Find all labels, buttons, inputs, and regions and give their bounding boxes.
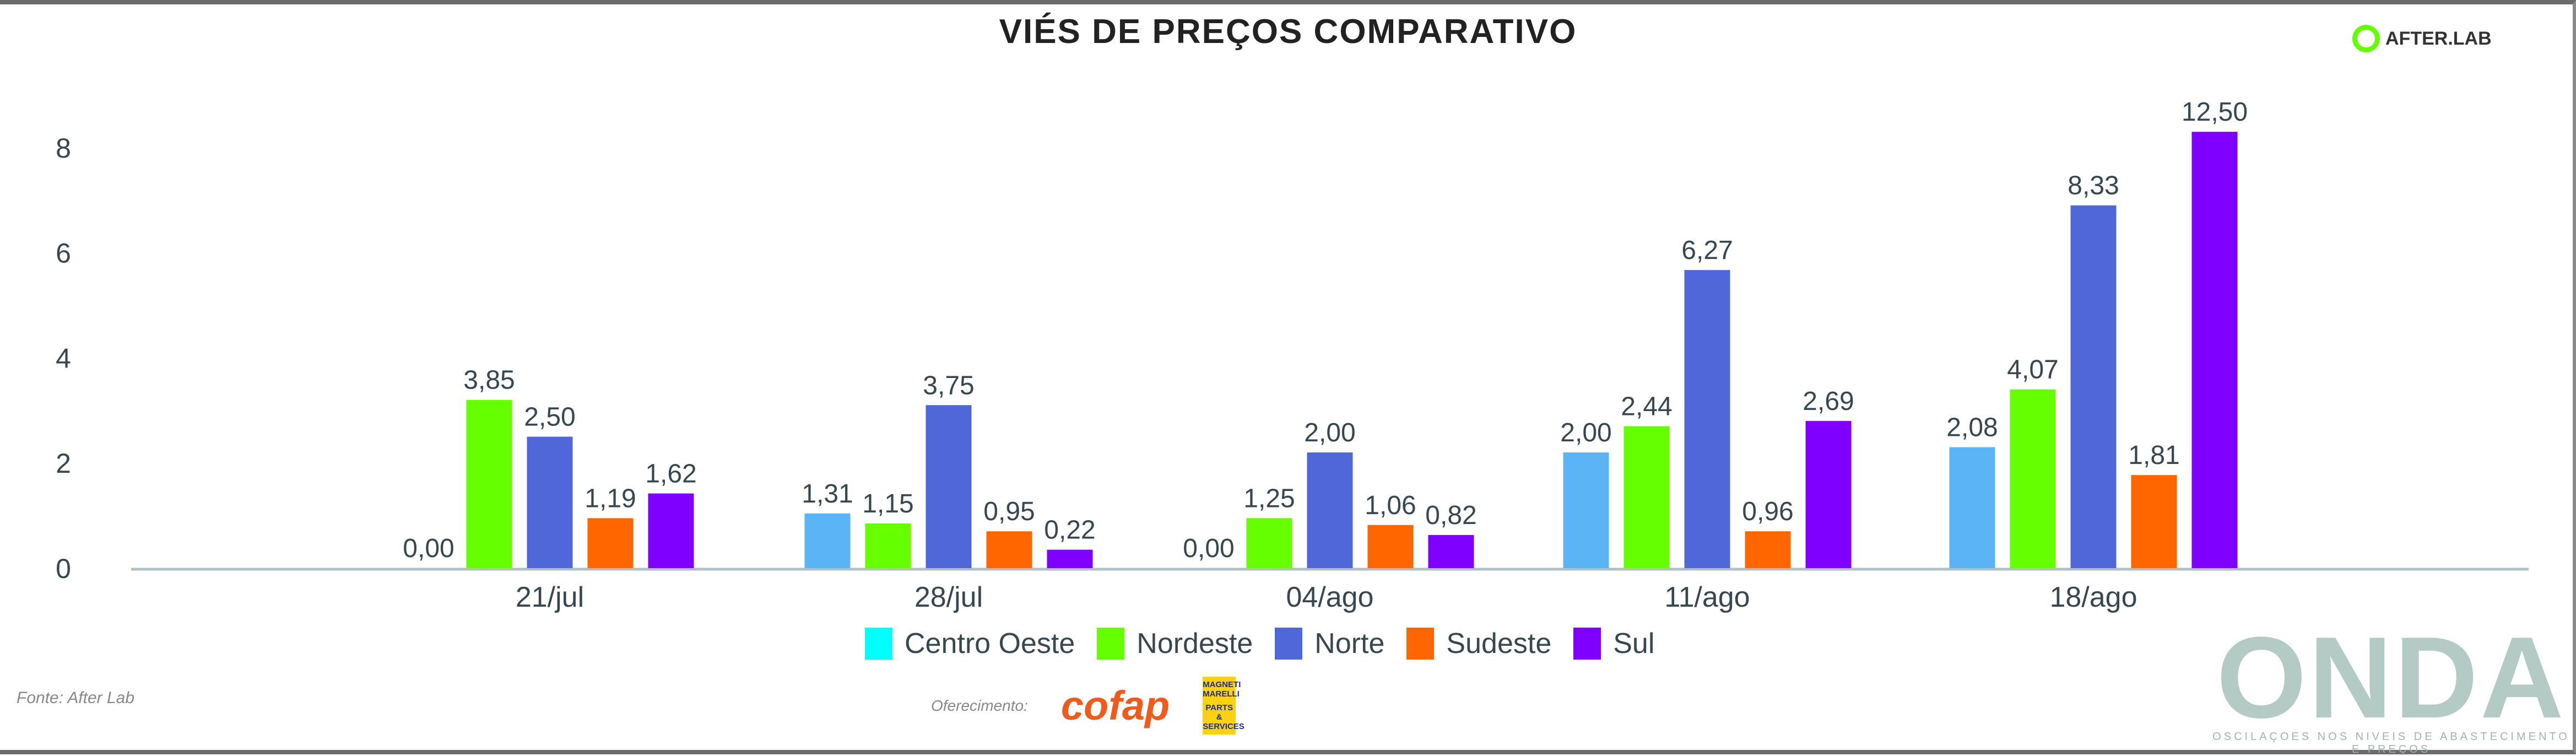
y-tick-label: 4 <box>56 343 71 374</box>
bar-centro-oeste <box>804 513 851 568</box>
legend-label: Sudeste <box>1446 628 1552 660</box>
bar-sul <box>648 493 694 568</box>
data-label: 1,31 <box>802 479 853 509</box>
bar-sudeste <box>2131 475 2177 568</box>
bar-sudeste <box>1367 525 1414 568</box>
data-label: 1,81 <box>2128 441 2179 470</box>
x-tick-label: 11/ago <box>1664 581 1750 613</box>
bar-norte <box>2070 205 2117 568</box>
data-label: 1,25 <box>1243 484 1295 513</box>
bar-nordeste <box>1246 518 1292 568</box>
legend-item: Norte <box>1275 627 1384 660</box>
x-tick-label: 04/ago <box>1286 581 1373 613</box>
magneti-top: MAGNETI MARELLI <box>1203 680 1241 699</box>
cofap-logo: cofap <box>1060 683 1170 728</box>
chart-legend: Centro Oeste Nordeste Norte Sudeste Sul <box>865 627 1676 660</box>
data-label: 6,27 <box>1681 236 1733 265</box>
legend-swatch <box>1406 628 1435 660</box>
onda-logo: ONDA OSCILAÇOES NOS NIVEIS DE ABASTECIME… <box>2206 613 2576 756</box>
y-tick-label: 0 <box>56 553 71 584</box>
data-label: 1,19 <box>585 484 636 513</box>
bar-sul <box>1047 549 1093 568</box>
legend-swatch <box>1573 628 1601 660</box>
magneti-bottom: PARTS & SERVICES <box>1203 703 1244 731</box>
data-label: 2,08 <box>1946 413 1998 442</box>
bar-norte <box>527 436 573 568</box>
data-label: 2,69 <box>1803 387 1854 416</box>
bar-sul <box>1428 534 1474 568</box>
data-label: 2,50 <box>524 403 575 432</box>
onda-tagline: OSCILAÇOES NOS NIVEIS DE ABASTECIMENTO E… <box>2212 731 2570 755</box>
data-label: 3,85 <box>463 366 515 395</box>
afterlab-text: AFTER.LAB <box>2385 28 2492 49</box>
chart-title: VIÉS DE PREÇOS COMPARATIVO <box>999 13 1577 51</box>
bar-nordeste <box>1623 426 1670 568</box>
x-tick-label: 18/ago <box>2049 581 2137 613</box>
afterlab-logo: AFTER.LAB <box>2352 25 2492 52</box>
data-label: 0,22 <box>1044 516 1095 545</box>
y-tick-label: 2 <box>56 448 71 479</box>
data-label: 1,62 <box>645 460 696 489</box>
data-label: 0,95 <box>983 497 1035 526</box>
y-tick-label: 6 <box>56 238 71 269</box>
legend-label: Sul <box>1613 628 1655 660</box>
bar-nordeste <box>466 399 512 568</box>
bar-norte <box>1684 270 1730 568</box>
x-tick-label: 28/jul <box>914 581 983 613</box>
data-label: 0,82 <box>1425 501 1476 530</box>
data-label: 2,44 <box>1621 392 1672 421</box>
data-label: 4,07 <box>2007 355 2058 385</box>
bar-sul <box>1805 420 1852 568</box>
data-label: 0,00 <box>403 534 454 563</box>
sponsors: Oferecimento: cofap MAGNETI MARELLI PART… <box>931 677 1244 735</box>
legend-label: Nordeste <box>1137 628 1253 660</box>
bar-sul <box>2191 132 2238 568</box>
bar-sudeste <box>986 531 1032 568</box>
legend-swatch <box>865 628 892 660</box>
data-label: 12,50 <box>2182 98 2248 127</box>
data-label: 1,15 <box>862 489 913 519</box>
legend-item: Centro Oeste <box>865 627 1075 660</box>
sponsors-label: Oferecimento: <box>931 696 1028 714</box>
onda-wordmark: ONDA <box>2216 613 2566 742</box>
legend-label: Centro Oeste <box>905 628 1075 660</box>
legend-item: Nordeste <box>1097 627 1253 660</box>
data-label: 3,75 <box>923 371 974 400</box>
bar-norte <box>926 405 972 568</box>
magneti-marelli-logo: MAGNETI MARELLI PARTS & SERVICES <box>1203 677 1244 735</box>
data-label: 2,00 <box>1304 418 1355 447</box>
bar-norte <box>1307 452 1353 568</box>
afterlab-mark-icon <box>2352 25 2380 52</box>
x-tick-label: 21/jul <box>516 581 584 613</box>
y-tick-label: 8 <box>56 133 71 164</box>
source-note: Fonte: After Lab <box>17 689 135 707</box>
bar-nordeste <box>865 523 911 568</box>
bar-sudeste <box>1745 531 1791 568</box>
legend-swatch <box>1275 628 1303 660</box>
data-label: 8,33 <box>2068 171 2119 201</box>
bar-sudeste <box>587 518 634 568</box>
legend-swatch <box>1097 628 1125 660</box>
legend-label: Norte <box>1314 628 1385 660</box>
data-label: 1,06 <box>1365 491 1416 520</box>
bar-centro-oeste <box>1949 447 1995 568</box>
data-label: 0,00 <box>1183 534 1234 563</box>
bar-centro-oeste <box>1563 452 1609 568</box>
legend-item: Sudeste <box>1406 627 1551 660</box>
bar-nordeste <box>2010 389 2056 568</box>
data-label: 2,00 <box>1560 418 1611 447</box>
legend-item: Sul <box>1573 627 1654 660</box>
data-label: 0,96 <box>1742 497 1793 526</box>
